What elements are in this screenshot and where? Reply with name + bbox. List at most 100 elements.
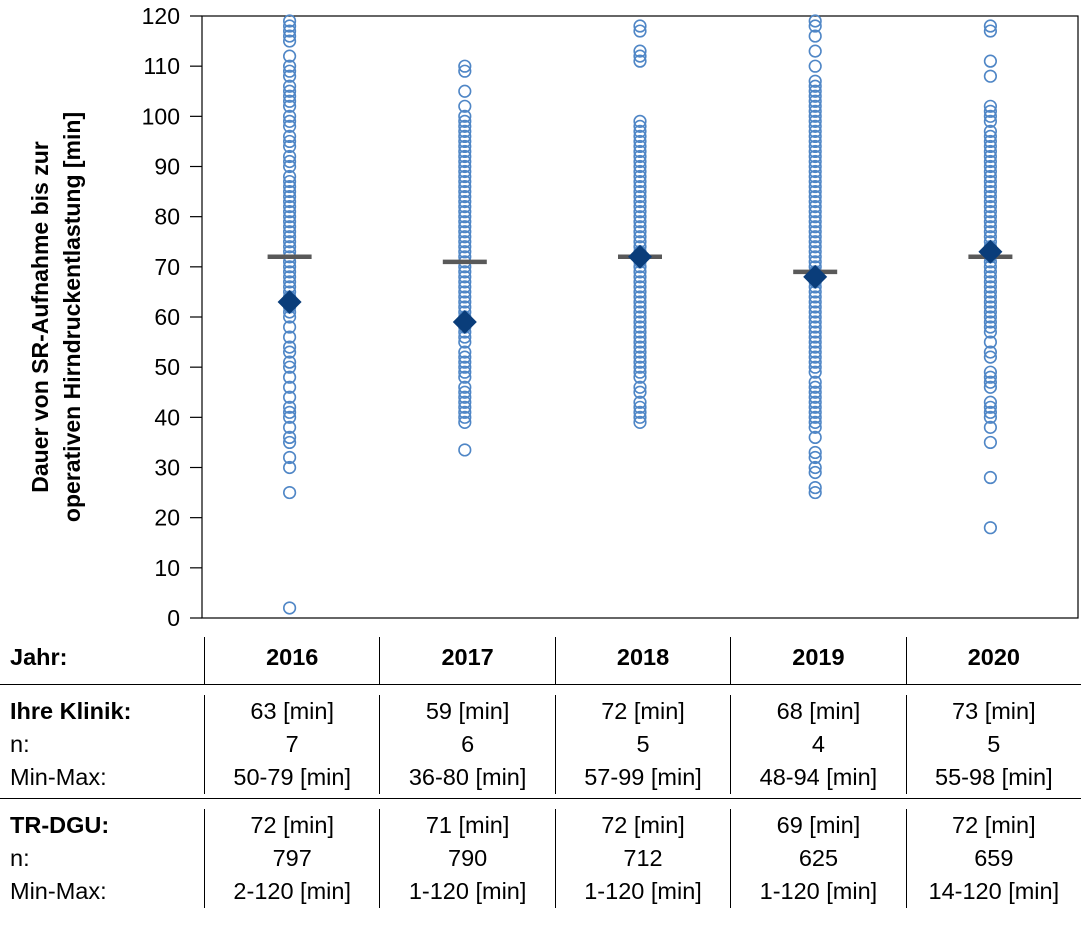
y-tick-label: 10 — [154, 555, 180, 581]
clinic-mean-value: 72 [min] — [601, 698, 685, 724]
data-point — [808, 415, 822, 429]
data-point — [983, 225, 998, 239]
data-point — [633, 129, 647, 143]
tr-dgu-n-value: 790 — [448, 845, 488, 871]
data-point — [808, 29, 822, 43]
data-point — [983, 210, 998, 224]
data-point — [633, 190, 647, 204]
data-point — [983, 305, 998, 319]
data-point — [283, 220, 297, 234]
data-point — [633, 230, 647, 244]
data-point — [283, 19, 297, 33]
data-point — [283, 174, 297, 189]
data-point — [458, 134, 472, 149]
data-point — [458, 365, 472, 379]
data-point — [633, 149, 647, 164]
data-point — [633, 215, 647, 229]
data-point — [983, 114, 998, 128]
data-point — [633, 415, 647, 429]
year-header-2016: 2016 — [204, 637, 379, 684]
data-point — [283, 129, 297, 143]
data-point — [633, 305, 647, 319]
data-point — [808, 59, 822, 73]
data-point — [458, 164, 472, 179]
data-point — [808, 375, 822, 389]
tr-dgu-minmax-value: 1-120 [min] — [759, 878, 878, 904]
data-point — [808, 390, 822, 404]
data-point — [458, 345, 472, 359]
data-point — [633, 320, 647, 334]
data-point — [808, 360, 822, 374]
year-header-2020: 2020 — [905, 637, 1081, 684]
clinic-mean-marker — [803, 264, 828, 289]
data-point — [633, 350, 647, 364]
data-point — [283, 29, 297, 43]
clinic-col-2020: 73 [min] 5 55-98 [min] — [905, 695, 1081, 794]
data-point — [633, 285, 647, 299]
data-point — [808, 200, 822, 214]
data-point — [283, 410, 297, 424]
data-point — [633, 280, 647, 294]
data-point — [283, 205, 297, 219]
tr-dgu-labels: TR-DGU: n: Min-Max: — [0, 809, 204, 908]
data-point — [283, 154, 297, 169]
data-point — [808, 19, 822, 33]
data-point — [458, 179, 472, 194]
data-point — [283, 485, 297, 500]
data-point — [633, 385, 647, 399]
data-point — [983, 154, 998, 169]
year-header-2017: 2017 — [379, 637, 554, 684]
tr-dgu-n-value: 625 — [798, 845, 839, 871]
tr-dgu-minmax-value: 2-120 [min] — [233, 878, 351, 904]
data-point — [458, 109, 472, 123]
data-point — [458, 154, 472, 169]
data-point — [808, 295, 822, 309]
y-axis-label-line: operativen Hirndruckentlastung [min] — [59, 112, 85, 522]
data-point — [983, 215, 998, 229]
data-point — [808, 400, 822, 414]
data-point — [458, 405, 472, 419]
data-point — [808, 179, 822, 194]
data-point — [808, 235, 822, 249]
data-point — [458, 210, 472, 224]
data-point — [633, 410, 647, 424]
data-point — [458, 64, 472, 78]
data-point — [283, 89, 297, 103]
data-point — [633, 54, 647, 68]
data-point — [983, 315, 998, 329]
data-point — [458, 290, 472, 304]
data-point — [983, 435, 998, 450]
clinic-col-2017: 59 [min] 6 36-80 [min] — [379, 695, 554, 794]
data-point — [808, 225, 822, 239]
data-point — [983, 220, 998, 234]
data-point — [458, 114, 472, 128]
data-point — [283, 84, 297, 98]
data-point — [283, 360, 297, 374]
data-point — [458, 119, 472, 133]
data-point — [983, 335, 998, 349]
data-point — [633, 49, 647, 63]
y-tick-label: 80 — [154, 204, 180, 230]
data-point — [458, 240, 472, 254]
data-point — [633, 405, 647, 419]
data-point — [283, 430, 297, 445]
data-point — [808, 134, 822, 149]
data-point — [633, 295, 647, 309]
data-point — [633, 340, 647, 354]
data-point — [633, 179, 647, 194]
data-point — [283, 195, 297, 209]
clinic-n-value: 4 — [811, 731, 825, 757]
data-point — [983, 54, 998, 68]
tr-dgu-minmax-label: Min-Max: — [10, 878, 107, 904]
data-point — [808, 315, 822, 329]
y-axis: 0 10 20 30 40 50 60 70 80 90 100 110 120 — [142, 3, 202, 631]
data-point — [633, 365, 647, 379]
data-point — [458, 184, 472, 199]
clinic-mean-value: 63 [min] — [250, 698, 334, 724]
data-point — [633, 395, 647, 409]
data-point — [808, 465, 822, 480]
year-header-2019: 2019 — [730, 637, 905, 684]
y-tick-label: 90 — [154, 154, 180, 180]
data-point — [633, 119, 647, 133]
data-point — [983, 265, 998, 279]
